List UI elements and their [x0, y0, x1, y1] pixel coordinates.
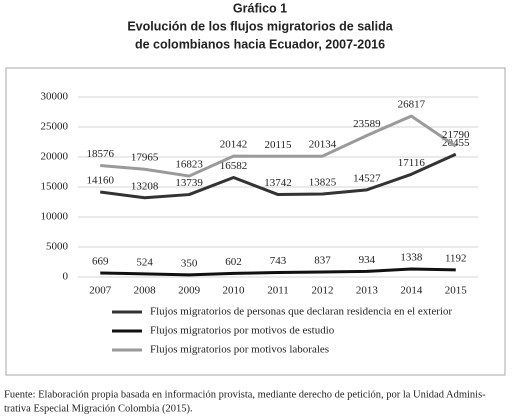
- y-tick-label: 10000: [41, 211, 69, 223]
- series-line: [100, 152, 457, 200]
- data-label: 13825: [309, 177, 337, 189]
- series-line: [100, 267, 456, 277]
- data-label: 20134: [309, 139, 337, 151]
- data-label: 524: [136, 256, 153, 268]
- x-tick-label: 2012: [311, 285, 333, 297]
- chart-frame: [5, 67, 506, 376]
- data-label: 20455: [442, 137, 470, 149]
- data-label: 669: [92, 256, 109, 268]
- y-tick-label: 25000: [41, 121, 69, 133]
- data-label: 20142: [220, 139, 248, 151]
- series-line: [100, 114, 457, 178]
- data-label: 350: [181, 257, 198, 269]
- data-label: 743: [270, 255, 287, 267]
- legend-label: Flujos migratorios por motivos laborales: [150, 344, 329, 356]
- legend-label: Flujos migratorios de personas que decla…: [150, 306, 452, 318]
- data-label: 23589: [353, 118, 381, 130]
- chart-title: Gráfico 1: [233, 1, 287, 15]
- data-label: 17116: [398, 157, 426, 169]
- y-tick-label: 30000: [41, 91, 69, 103]
- x-tick-label: 2015: [445, 285, 468, 297]
- legend-label: Flujos migratorios por motivos de estudi…: [150, 325, 335, 337]
- data-label: 16582: [220, 160, 248, 172]
- y-tick-label: 5000: [46, 241, 69, 253]
- data-label: 26817: [398, 99, 426, 111]
- data-label: 16823: [175, 159, 203, 171]
- x-tick-label: 2007: [89, 285, 112, 297]
- x-tick-label: 2009: [178, 285, 201, 297]
- x-tick-label: 2010: [223, 285, 246, 297]
- source-note: trativa Especial Migración Colombia (201…: [4, 403, 193, 414]
- data-label: 14527: [353, 172, 381, 184]
- data-label: 13739: [175, 177, 203, 189]
- chart-subtitle: de colombianos hacia Ecuador, 2007-2016: [135, 37, 385, 51]
- data-label: 934: [359, 254, 376, 266]
- source-note: Fuente: Elaboración propia basada en inf…: [4, 389, 486, 400]
- x-tick-label: 2014: [400, 285, 423, 297]
- data-label: 1338: [400, 252, 423, 264]
- data-label: 13742: [264, 177, 292, 189]
- chart-subtitle: Evolución de los flujos migratorios de s…: [127, 19, 393, 33]
- data-label: 20115: [264, 139, 292, 151]
- x-tick-label: 2008: [134, 285, 157, 297]
- data-label: 602: [225, 256, 242, 268]
- data-label: 837: [314, 255, 331, 267]
- y-tick-label: 15000: [41, 181, 69, 193]
- y-tick-label: 20000: [41, 151, 69, 163]
- data-label: 14160: [86, 175, 114, 187]
- x-tick-label: 2013: [356, 285, 379, 297]
- x-tick-label: 2011: [267, 285, 289, 297]
- y-tick-label: 0: [63, 271, 69, 283]
- data-label: 17965: [131, 152, 159, 164]
- data-label: 18576: [86, 148, 114, 160]
- data-label: 21790: [442, 129, 470, 141]
- data-label: 13208: [131, 180, 159, 192]
- data-label: 1192: [445, 252, 467, 264]
